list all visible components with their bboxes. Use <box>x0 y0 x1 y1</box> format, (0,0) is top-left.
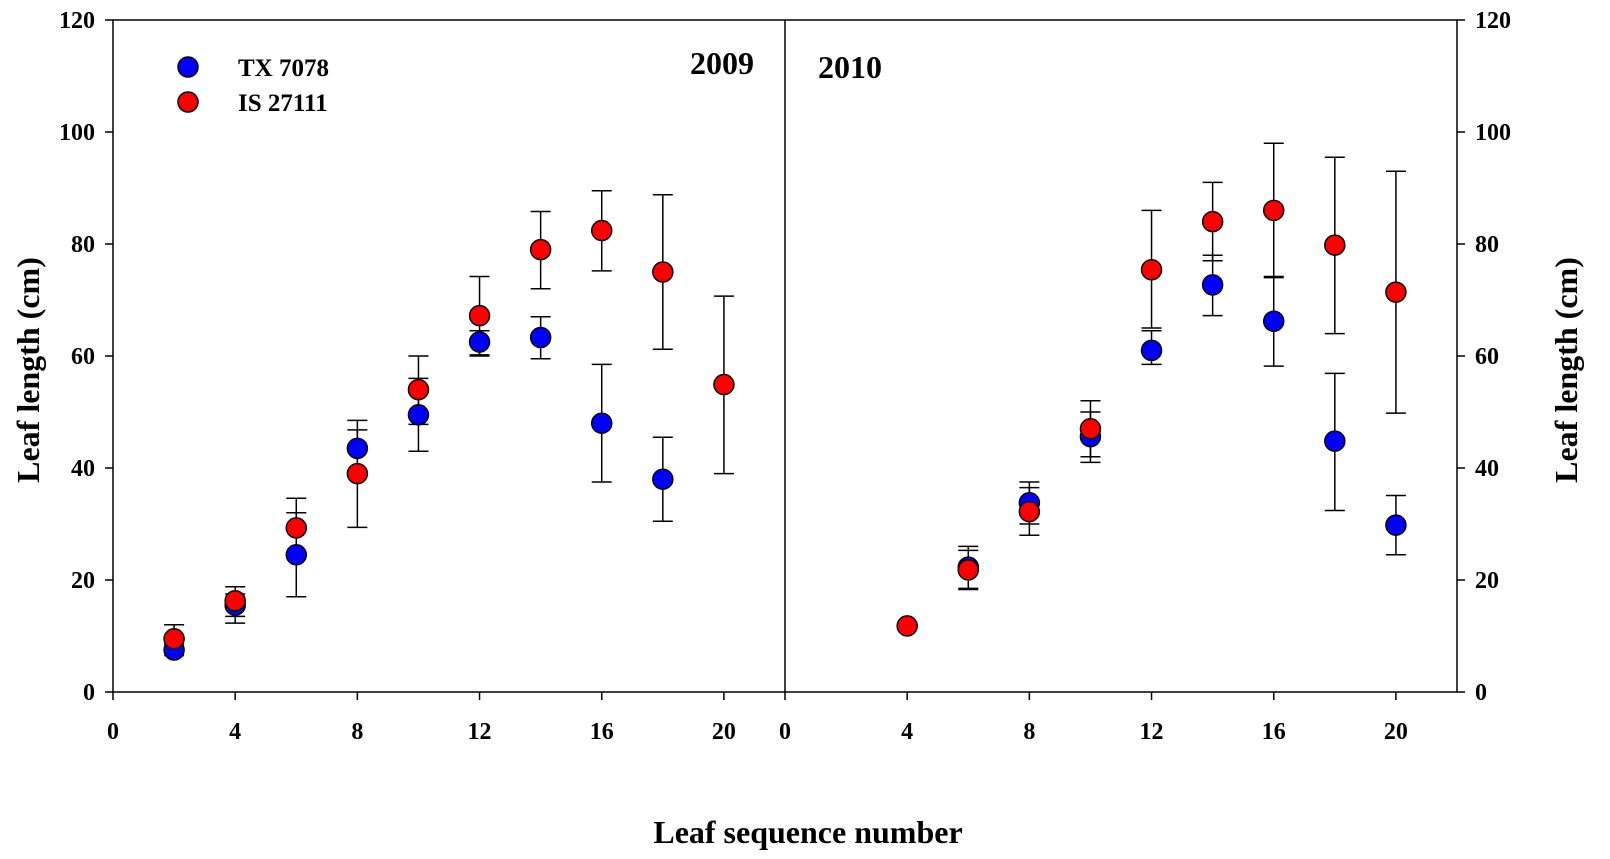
x-tick-label: 12 <box>1140 719 1164 745</box>
y-tick-label-right: 20 <box>1475 568 1499 594</box>
chart-labels: Leaf length (cm) Leaf length (cm) Leaf s… <box>10 45 1584 850</box>
data-point <box>652 468 674 490</box>
x-axis-title: Leaf sequence number <box>653 814 962 850</box>
data-point <box>713 373 735 396</box>
y-tick-label-right: 120 <box>1475 8 1511 34</box>
y-tick-label-right: 100 <box>1475 120 1511 146</box>
y-tick-label-left: 120 <box>59 8 95 34</box>
x-tick-label: 8 <box>351 719 363 745</box>
y-tick-label-right: 60 <box>1475 344 1499 370</box>
x-tick-label: 4 <box>901 719 913 745</box>
data-point <box>468 331 491 353</box>
data-point <box>1385 514 1407 536</box>
x-tick-label: 20 <box>1384 719 1408 745</box>
y-tick-label-right: 0 <box>1475 680 1487 706</box>
data-point <box>529 326 552 349</box>
y-tick-label-left: 60 <box>71 344 95 370</box>
y-tick-label-left: 100 <box>59 120 95 146</box>
y-tick-label-right: 40 <box>1475 456 1499 482</box>
data-point <box>407 378 430 401</box>
y-tick-label-left: 0 <box>83 680 95 706</box>
data-point <box>1385 281 1407 303</box>
data-point <box>285 544 308 566</box>
y-tick-label-left: 40 <box>71 456 95 482</box>
data-point <box>652 261 674 283</box>
data-point <box>1324 234 1346 256</box>
x-tick-label: 0 <box>107 719 119 745</box>
data-point <box>1262 199 1285 222</box>
data-point <box>1262 310 1285 333</box>
panel-label-2010: 2010 <box>818 49 882 85</box>
x-tick-label: 0 <box>779 719 791 745</box>
x-tick-label: 12 <box>468 719 492 745</box>
data-point <box>1140 339 1163 362</box>
data-point <box>957 559 980 581</box>
data-point <box>590 412 613 434</box>
y-tick-label-right: 80 <box>1475 232 1499 258</box>
data-point <box>346 437 369 460</box>
y-tick-label-left: 20 <box>71 568 95 594</box>
data-point <box>224 589 246 612</box>
x-tick-label: 4 <box>229 719 241 745</box>
legend: TX 7078 IS 27111 <box>177 55 329 117</box>
legend-marker-tx-7078 <box>177 56 199 78</box>
data-point <box>590 219 613 242</box>
data-point <box>1201 210 1224 233</box>
legend-marker-is-27111 <box>177 91 199 113</box>
y-axis-title-left: Leaf length (cm) <box>10 257 46 483</box>
data-point <box>285 517 308 539</box>
data-point <box>1140 259 1163 281</box>
data-point <box>407 404 430 426</box>
legend-label-tx-7078: TX 7078 <box>238 55 329 82</box>
data-point <box>1018 500 1041 523</box>
x-tick-label: 20 <box>712 719 736 745</box>
x-tick-label: 8 <box>1023 719 1035 745</box>
data-point <box>468 304 491 327</box>
data-point <box>163 628 185 650</box>
y-tick-label-left: 80 <box>71 232 95 258</box>
plot-frame <box>112 19 1458 693</box>
x-tick-label: 16 <box>1262 719 1286 745</box>
data-point <box>1324 430 1346 452</box>
y-axis-title-right: Leaf length (cm) <box>1548 257 1584 483</box>
x-tick-label: 16 <box>590 719 614 745</box>
data-point <box>529 238 552 261</box>
data-point <box>1079 418 1102 440</box>
panel-label-2009: 2009 <box>690 45 754 81</box>
data-point <box>346 462 369 485</box>
data-points <box>163 199 1407 661</box>
data-point <box>896 615 918 637</box>
data-point <box>1201 274 1224 296</box>
legend-label-is-27111: IS 27111 <box>238 90 328 117</box>
